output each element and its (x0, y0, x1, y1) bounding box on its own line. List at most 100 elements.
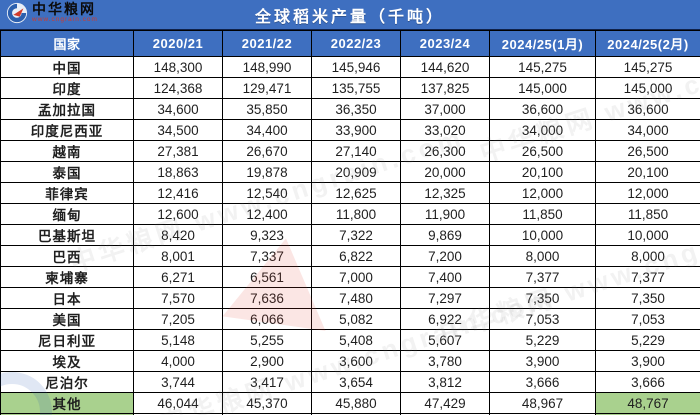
value-cell: 5,607 (400, 329, 490, 351)
value-cell: 144,620 (400, 56, 490, 78)
value-cell: 10,000 (489, 224, 596, 246)
table-row: 泰国 18,863 19,878 20,909 20,000 20,100 20,100 (0, 161, 700, 183)
table-row: 缅甸 12,600 12,400 11,800 11,900 11,850 11,850 (0, 203, 700, 225)
value-cell: 3,812 (400, 371, 490, 393)
table-row: 尼泊尔 3,744 3,417 3,654 3,812 3,666 3,666 (0, 371, 700, 393)
column-header-season: 2024/25(2月) (595, 30, 700, 57)
country-cell: 其他 (0, 392, 134, 414)
value-cell: 7,200 (400, 245, 490, 267)
brand-logo[interactable]: 中华粮网 www.cngrain.com (6, 2, 98, 24)
table-row: 柬埔寨 6,271 6,561 7,000 7,400 7,377 7,377 (0, 266, 700, 288)
table-row: 印度 124,368 129,471 135,755 137,825 145,000 145… (0, 77, 700, 99)
value-cell: 3,780 (400, 350, 490, 372)
value-cell: 8,001 (133, 245, 223, 267)
value-cell: 3,666 (489, 371, 596, 393)
value-cell: 11,850 (595, 203, 700, 225)
value-cell: 12,400 (222, 203, 312, 225)
value-cell: 148,990 (222, 56, 312, 78)
value-cell: 124,368 (133, 77, 223, 99)
value-cell: 34,400 (222, 119, 312, 141)
value-cell: 145,275 (595, 56, 700, 78)
value-cell: 7,297 (400, 287, 490, 309)
value-cell: 27,140 (311, 140, 401, 162)
value-cell: 9,869 (400, 224, 490, 246)
country-cell: 印度尼西亚 (0, 119, 134, 141)
column-header-country: 国家 (0, 30, 134, 57)
table-row: 越南 27,381 26,670 27,140 26,300 26,500 26,500 (0, 140, 700, 162)
value-cell: 20,100 (489, 161, 596, 183)
value-cell: 20,000 (400, 161, 490, 183)
value-cell: 8,000 (595, 245, 700, 267)
table-row: 尼日利亚 5,148 5,255 5,408 5,607 5,229 5,229 (0, 329, 700, 351)
value-cell: 7,636 (222, 287, 312, 309)
column-header-season: 2020/21 (133, 30, 223, 57)
value-cell: 3,744 (133, 371, 223, 393)
table-row: 其他 46,044 45,370 45,880 47,429 48,967 48,767 (0, 392, 700, 414)
value-cell: 36,600 (595, 98, 700, 120)
country-cell: 印度 (0, 77, 134, 99)
country-cell: 巴西 (0, 245, 134, 267)
country-cell: 泰国 (0, 161, 134, 183)
country-cell: 缅甸 (0, 203, 134, 225)
value-cell: 7,377 (595, 266, 700, 288)
value-cell: 5,229 (489, 329, 596, 351)
value-cell: 10,000 (595, 224, 700, 246)
table-row: 美国 7,205 6,066 5,082 6,922 7,053 7,053 (0, 308, 700, 330)
value-cell: 11,900 (400, 203, 490, 225)
table-header-row: 国家 2020/21 2021/22 2022/23 2023/24 2024/25(1月… (0, 30, 700, 57)
value-cell: 7,400 (400, 266, 490, 288)
value-cell: 26,670 (222, 140, 312, 162)
value-cell: 34,000 (489, 119, 596, 141)
table-row: 孟加拉国 34,600 35,850 36,350 37,000 36,600 36,600 (0, 98, 700, 120)
value-cell: 7,000 (311, 266, 401, 288)
value-cell: 20,100 (595, 161, 700, 183)
value-cell: 3,666 (595, 371, 700, 393)
table-row: 印度尼西亚 34,500 34,400 33,900 33,020 34,000 34,00… (0, 119, 700, 141)
value-cell: 135,755 (311, 77, 401, 99)
country-cell: 日本 (0, 287, 134, 309)
value-cell: 145,000 (595, 77, 700, 99)
value-cell: 145,000 (489, 77, 596, 99)
value-cell: 19,878 (222, 161, 312, 183)
value-cell: 46,044 (133, 392, 223, 414)
value-cell: 8,000 (489, 245, 596, 267)
table-row: 埃及 4,000 2,900 3,600 3,780 3,900 3,900 (0, 350, 700, 372)
value-cell: 129,471 (222, 77, 312, 99)
value-cell: 37,000 (400, 98, 490, 120)
table-row: 菲律宾 12,416 12,540 12,625 12,325 12,000 12,000 (0, 182, 700, 204)
country-cell: 菲律宾 (0, 182, 134, 204)
value-cell: 36,350 (311, 98, 401, 120)
value-cell: 7,053 (595, 308, 700, 330)
value-cell: 11,800 (311, 203, 401, 225)
country-cell: 埃及 (0, 350, 134, 372)
value-cell: 7,205 (133, 308, 223, 330)
value-cell: 18,863 (133, 161, 223, 183)
value-cell: 2,900 (222, 350, 312, 372)
country-cell: 中国 (0, 56, 134, 78)
value-cell: 5,408 (311, 329, 401, 351)
value-cell: 8,420 (133, 224, 223, 246)
value-cell: 45,880 (311, 392, 401, 414)
value-cell: 7,053 (489, 308, 596, 330)
value-cell: 9,323 (222, 224, 312, 246)
country-cell: 美国 (0, 308, 134, 330)
value-cell: 6,066 (222, 308, 312, 330)
value-cell: 48,967 (489, 392, 596, 414)
value-cell: 7,350 (489, 287, 596, 309)
value-cell: 33,900 (311, 119, 401, 141)
brand-text: 中华粮网 www.cngrain.com (32, 2, 98, 24)
value-cell: 48,767 (595, 392, 700, 414)
value-cell: 27,381 (133, 140, 223, 162)
value-cell: 47,429 (400, 392, 490, 414)
value-cell: 148,300 (133, 56, 223, 78)
value-cell: 26,500 (489, 140, 596, 162)
value-cell: 20,909 (311, 161, 401, 183)
value-cell: 12,325 (400, 182, 490, 204)
value-cell: 145,946 (311, 56, 401, 78)
value-cell: 35,850 (222, 98, 312, 120)
value-cell: 7,322 (311, 224, 401, 246)
value-cell: 12,540 (222, 182, 312, 204)
value-cell: 34,000 (595, 119, 700, 141)
value-cell: 36,600 (489, 98, 596, 120)
table-row: 中国 148,300 148,990 145,946 144,620 145,275 145… (0, 56, 700, 78)
